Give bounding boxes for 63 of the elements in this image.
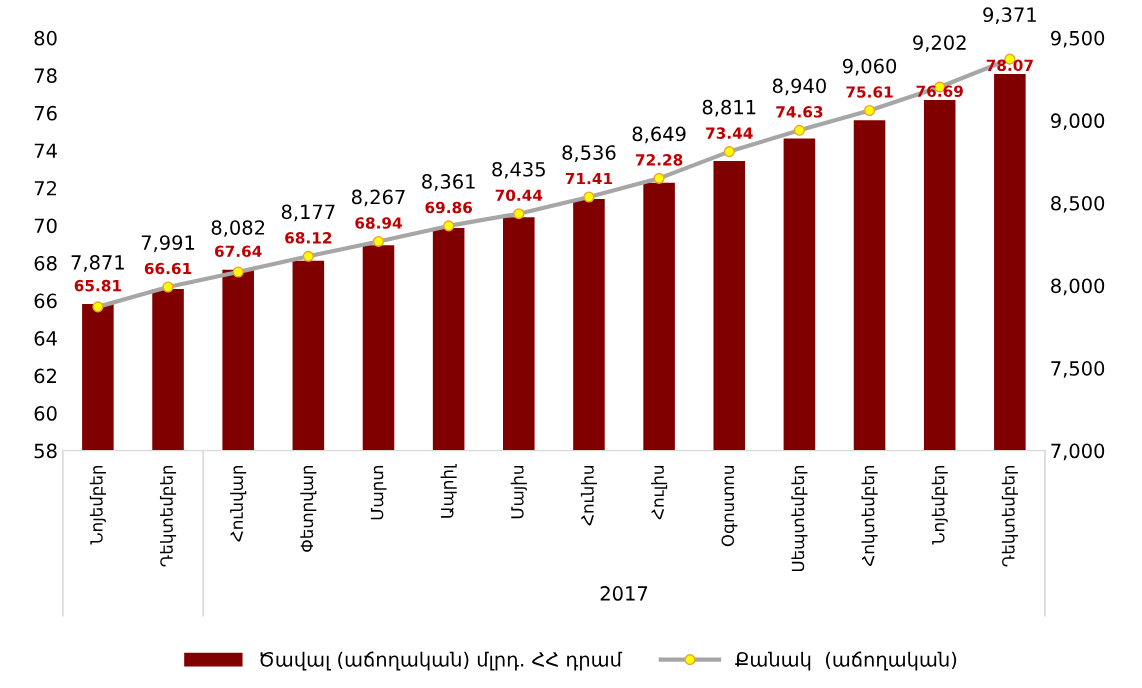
- x-tick-label: Օգոստոս: [721, 466, 738, 547]
- data-label: 8,649: [632, 126, 686, 144]
- data-label: 8,811: [702, 99, 756, 117]
- y-tick-label: 60: [34, 406, 57, 421]
- y-tick-label: 72: [34, 180, 56, 196]
- data-label: 8,082: [211, 220, 265, 237]
- data-label: 7,871: [71, 255, 124, 272]
- x-tick-label: Հուլիս: [651, 466, 668, 520]
- data-label: 69.86: [425, 201, 472, 214]
- text: 2017: [600, 586, 648, 601]
- data-label: 8,435: [492, 161, 545, 179]
- y2-tick-label: 9,000: [1051, 113, 1105, 131]
- data-label: 9,060: [842, 58, 897, 76]
- data-label: 73.44: [706, 127, 753, 139]
- y2-tick-label: 9,500: [1051, 30, 1105, 48]
- x-tick-label: Մարտ: [370, 465, 387, 520]
- y-tick-label: 70: [34, 218, 57, 234]
- x-tick-label: Փետրվար: [300, 465, 317, 552]
- x-tick-label: Դեկտեմբեր: [159, 465, 177, 567]
- data-label: 78.07: [986, 59, 1033, 72]
- data-label: 8,177: [281, 204, 335, 222]
- y-tick-label: 80: [34, 30, 57, 46]
- y2-tick-label: 8,500: [1051, 195, 1105, 213]
- x-tick-label: Հունիս: [580, 466, 598, 526]
- data-label: 68.94: [355, 217, 402, 229]
- x-tick-label: Նոյեմբեր: [89, 465, 106, 545]
- data-label: 8,536: [562, 145, 616, 162]
- data-label: 74.63: [776, 106, 823, 118]
- x-tick-label: Նոյեմբեր: [931, 465, 948, 545]
- data-label: 68.12: [285, 232, 332, 244]
- data-label: 67.64: [214, 245, 262, 258]
- y-tick-label: 62: [34, 368, 56, 384]
- y-tick-label: 58: [34, 443, 57, 459]
- x-tick-label: Հունվար: [230, 465, 247, 542]
- x-tick-label: Հոկտեմբեր: [861, 465, 878, 567]
- x-tick-label: Դեկտեմբեր: [1001, 465, 1018, 567]
- data-label: 9,202: [913, 35, 966, 52]
- y2-tick-label: 8,000: [1051, 278, 1105, 296]
- y2-tick-label: 7,500: [1051, 361, 1105, 378]
- x-tick-label: Սեպտեմբեր: [791, 465, 808, 572]
- data-label: 8,940: [772, 78, 826, 96]
- y-tick-label: 76: [34, 105, 57, 121]
- x-tick-label: Մայիս: [510, 466, 527, 519]
- data-label: 72.28: [635, 154, 683, 166]
- x-tick-label: Ապրիլ: [440, 464, 457, 518]
- data-label: 71.41: [565, 172, 613, 185]
- data-label: 8,361: [422, 174, 475, 191]
- data-label: 65.81: [74, 279, 121, 292]
- data-label: 75.61: [846, 86, 893, 98]
- y-tick-label: 66: [34, 293, 57, 309]
- legend-label: Ծավալ (աճողական) մլրդ. ՀՀ դրամ: [260, 651, 623, 671]
- data-label: 8,267: [351, 189, 405, 207]
- y-tick-label: 68: [34, 255, 57, 271]
- y2-tick-label: 7,000: [1051, 443, 1105, 461]
- data-label: 7,991: [141, 235, 195, 252]
- data-label: 76.69: [916, 85, 963, 97]
- y-tick-label: 64: [34, 331, 57, 346]
- legend-label: Քանակ (աճողական): [735, 651, 957, 671]
- y-tick-label: 78: [34, 68, 57, 84]
- data-label: 9,371: [983, 7, 1036, 25]
- y-tick-label: 74: [34, 143, 57, 158]
- data-label: 66.61: [144, 262, 192, 275]
- data-label: 70.44: [495, 189, 543, 202]
